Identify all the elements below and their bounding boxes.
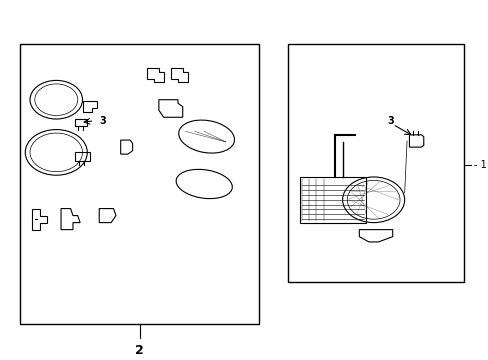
Text: 3: 3 <box>99 116 106 126</box>
Text: 2: 2 <box>135 344 144 357</box>
Text: - 1: - 1 <box>473 160 486 170</box>
Bar <box>287 44 464 282</box>
Bar <box>20 44 259 324</box>
Bar <box>299 177 366 222</box>
Text: 3: 3 <box>386 116 393 126</box>
